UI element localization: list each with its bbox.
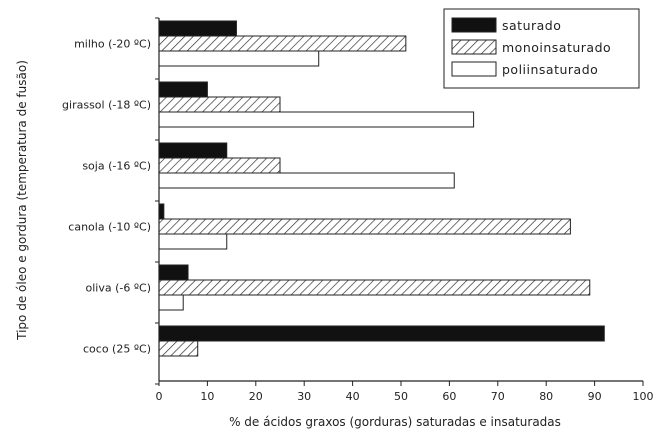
bar-monoinsaturado-3 (158, 218, 571, 235)
legend-label-monoinsaturado: monoinsaturado (502, 40, 611, 55)
bar-saturado-4 (158, 264, 189, 281)
bars-layer: milho (-20 ºC) girassol (-18 ºC) soja (-16… (62, 20, 605, 357)
legend-swatch-saturado (451, 17, 497, 33)
x-tick-label: 10 (200, 390, 214, 403)
x-tick-label: 30 (297, 390, 311, 403)
category-label: coco (25 ºC) (83, 343, 151, 356)
bar-poliinsaturado-3 (158, 233, 228, 250)
category-label: milho (-20 ºC) (74, 38, 151, 51)
bar-poliinsaturado-0 (158, 50, 320, 67)
bar-monoinsaturado-4 (158, 279, 591, 296)
legend-label-poliinsaturado: poliinsaturado (502, 62, 598, 77)
bar-monoinsaturado-0 (158, 35, 407, 52)
category-label: girassol (-18 ºC) (62, 99, 151, 112)
x-tick-label: 0 (156, 390, 163, 403)
category-label: canola (-10 ºC) (68, 221, 151, 234)
axes-layer: 0 10 20 30 40 50 60 70 80 90 100 (155, 17, 654, 403)
bar-saturado-0 (158, 20, 237, 37)
bar-poliinsaturado-1 (158, 111, 475, 128)
y-axis-label: Tipo de óleo e gordura (temperatura de f… (15, 60, 29, 341)
bar-poliinsaturado-4 (158, 294, 184, 311)
category-label: soja (-16 ºC) (82, 160, 151, 173)
legend-swatch-monoinsaturado (451, 39, 497, 55)
x-axis-label: % de ácidos graxos (gorduras) saturadas … (229, 415, 561, 429)
x-tick-label: 40 (346, 390, 360, 403)
legend: saturado monoinsaturado poliinsaturado (443, 8, 640, 89)
bar-poliinsaturado-2 (158, 172, 455, 189)
x-tick-label: 60 (442, 390, 456, 403)
bar-monoinsaturado-5 (158, 340, 199, 357)
bar-monoinsaturado-2 (158, 157, 281, 174)
category-label: oliva (-6 ºC) (85, 282, 151, 295)
x-tick-label: 100 (633, 390, 654, 403)
x-tick-label: 50 (394, 390, 408, 403)
bar-saturado-5 (158, 325, 605, 342)
bar-saturado-2 (158, 142, 228, 159)
legend-label-saturado: saturado (502, 18, 561, 33)
legend-swatch-poliinsaturado (451, 61, 497, 77)
bar-saturado-3 (158, 203, 165, 220)
x-tick-label: 20 (249, 390, 263, 403)
bar-saturado-1 (158, 81, 208, 98)
x-tick-label: 90 (588, 390, 602, 403)
x-tick-label: 80 (539, 390, 553, 403)
bar-monoinsaturado-1 (158, 96, 281, 113)
x-tick-label: 70 (491, 390, 505, 403)
